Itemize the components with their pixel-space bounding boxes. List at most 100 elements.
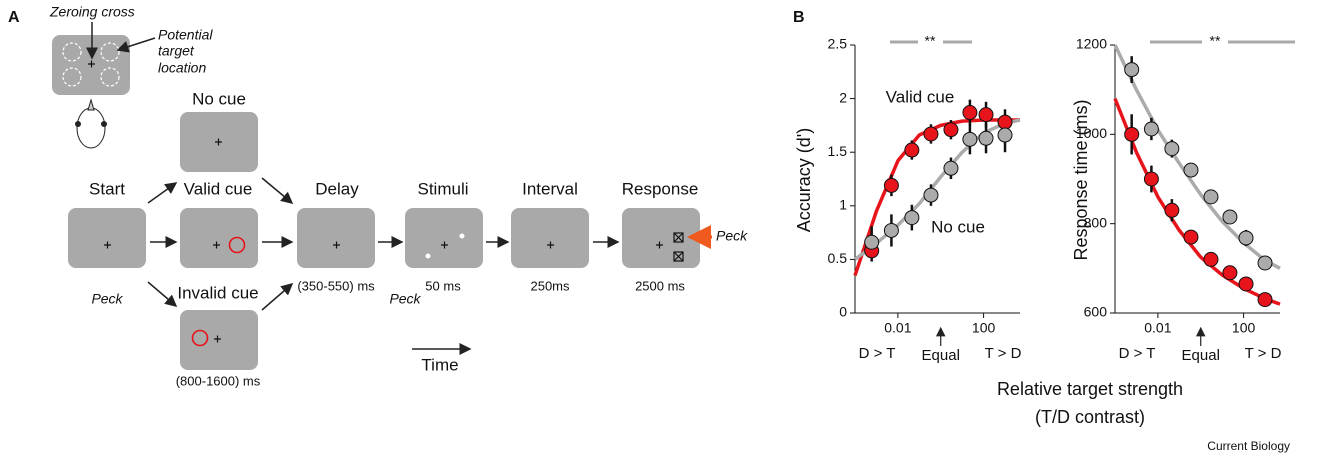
x-end-label: T > D — [985, 345, 1022, 362]
significance: ** — [1210, 33, 1221, 49]
cross — [656, 241, 663, 249]
series-label: Valid cue — [886, 87, 955, 106]
data-point — [883, 222, 899, 238]
peck-label: Peck — [389, 291, 421, 307]
data-point — [1203, 251, 1219, 267]
time-label: Time — [421, 355, 458, 374]
annotation: Potential — [158, 27, 213, 43]
equal-label: Equal — [922, 347, 960, 364]
time-label: 50 ms — [425, 278, 461, 293]
y-tick-label: 1200 — [1076, 36, 1107, 52]
screen — [68, 208, 146, 268]
data-point — [997, 114, 1013, 130]
y-axis-label: Accuracy (d') — [794, 128, 814, 232]
x-end-label: D > T — [1119, 345, 1156, 362]
cue — [191, 329, 209, 347]
screen-label: Interval — [522, 179, 578, 198]
data-point — [1203, 189, 1219, 205]
y-tick-label: 800 — [1084, 214, 1108, 230]
cross — [214, 335, 221, 343]
y-axis-label: Response time (ms) — [1071, 99, 1091, 260]
data-point — [943, 122, 959, 138]
eye — [75, 121, 81, 127]
annotation: target — [158, 43, 195, 59]
cross — [88, 60, 95, 68]
screen-label: Invalid cue — [177, 283, 258, 302]
data-point — [962, 105, 978, 121]
cross — [441, 241, 448, 249]
cross — [104, 241, 111, 249]
y-tick-label: 0.5 — [828, 250, 848, 266]
data-point — [1164, 141, 1180, 157]
screen — [297, 208, 375, 268]
cross — [333, 241, 340, 249]
screen-label: Delay — [315, 179, 359, 198]
time-label: 250ms — [530, 278, 570, 293]
panel-label: A — [8, 9, 20, 26]
flow-arrows — [147, 177, 620, 311]
time-label: (800-1600) ms — [176, 373, 261, 388]
data-point — [978, 130, 994, 146]
screen-label: No cue — [192, 89, 246, 108]
y-tick-label: 0 — [839, 304, 847, 320]
footer: Current Biology — [1207, 439, 1290, 453]
screen — [180, 208, 258, 268]
y-tick-label: 2 — [839, 89, 847, 105]
x-tick-label: 100 — [972, 320, 996, 336]
x-tick-label: 100 — [1232, 320, 1256, 336]
y-tick-label: 1000 — [1076, 125, 1107, 141]
stimulus — [459, 233, 465, 239]
cross — [215, 138, 222, 146]
y-tick-label: 1 — [839, 197, 847, 213]
data-point — [864, 234, 880, 250]
stimulus — [425, 253, 431, 259]
annotation: location — [158, 60, 206, 76]
data-point — [904, 142, 920, 158]
screen-label: Response — [622, 179, 699, 198]
fit-line — [1113, 44, 1281, 270]
screen-label: Stimuli — [417, 179, 468, 198]
data-point — [1257, 255, 1273, 271]
data-point — [1238, 276, 1254, 292]
x-tick-label: 0.01 — [1144, 320, 1171, 336]
data-point — [904, 210, 920, 226]
data-point — [923, 187, 939, 203]
data-point — [1124, 62, 1140, 78]
data-point — [1222, 265, 1238, 281]
data-point — [1238, 230, 1254, 246]
y-tick-label: 1.5 — [828, 143, 848, 159]
cross — [213, 241, 220, 249]
x-end-label: T > D — [1245, 345, 1282, 362]
x-axis-label: (T/D contrast) — [1035, 407, 1145, 427]
data-point — [1222, 209, 1238, 225]
fit-line — [853, 118, 1021, 261]
data-point — [923, 126, 939, 142]
data-point — [1164, 202, 1180, 218]
data-point — [962, 131, 978, 147]
x-end-label: D > T — [859, 345, 896, 362]
data-point — [1124, 126, 1140, 142]
significance: ** — [925, 33, 936, 49]
y-tick-label: 2.5 — [828, 36, 848, 52]
data-point — [1143, 121, 1159, 137]
cue — [228, 236, 246, 254]
x-tick-label: 0.01 — [884, 320, 911, 336]
series-label: No cue — [931, 217, 985, 236]
fit-line — [1113, 97, 1281, 306]
bird-head — [76, 107, 106, 149]
data-point — [1183, 162, 1199, 178]
screen — [622, 208, 700, 268]
data-point — [943, 160, 959, 176]
screen — [180, 310, 258, 370]
data-point — [978, 107, 994, 123]
cross — [547, 241, 554, 249]
data-point — [1183, 229, 1199, 245]
arrow — [116, 37, 156, 53]
equal-label: Equal — [1182, 347, 1220, 364]
beak — [87, 98, 95, 111]
x-axis-label: Relative target strength — [997, 379, 1183, 399]
eye — [101, 121, 107, 127]
response-keys — [673, 232, 684, 262]
time-label: 2500 ms — [635, 278, 685, 293]
